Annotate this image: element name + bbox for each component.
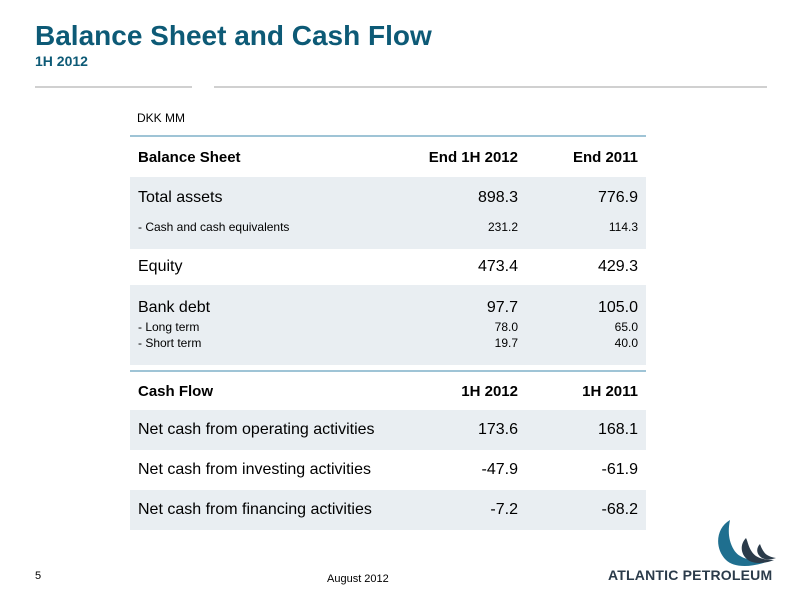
table-top-rule (130, 370, 646, 372)
row-label: Net cash from operating activities (138, 421, 375, 438)
table-row: - Short term 19.7 40.0 (130, 335, 646, 351)
header-col1: 1H 2012 (461, 382, 518, 400)
row-label: Total assets (138, 189, 223, 206)
table-row: - Cash and cash equivalents 231.2 114.3 (130, 213, 646, 241)
table-row: Total assets 898.3 776.9 (130, 177, 646, 213)
footer-date: August 2012 (327, 573, 389, 585)
header-col1: End 1H 2012 (428, 148, 518, 166)
header-col2: End 2011 (572, 148, 638, 166)
table-top-rule (130, 135, 646, 137)
wave-swirl-logo-icon (718, 520, 776, 566)
table-row: Equity 473.4 429.3 (130, 249, 646, 285)
row-label: Bank debt (138, 299, 211, 316)
row-label: - Short term (138, 336, 202, 350)
row-value-col2: 429.3 (597, 258, 638, 275)
table-row: Bank debt 97.7 105.0 (130, 297, 646, 319)
table-row: Net cash from financing activities -7.2 … (130, 490, 646, 530)
header-label: Cash Flow (138, 382, 214, 400)
cash-flow-header-row: Cash Flow 1H 2012 1H 2011 (130, 372, 646, 410)
row-label: - Long term (138, 320, 200, 334)
slide-title: Balance Sheet and Cash Flow (35, 20, 432, 51)
table-row: Net cash from investing activities -47.9… (130, 450, 646, 490)
row-value-col1: 473.4 (477, 258, 518, 275)
row-value-col1: 19.7 (494, 336, 518, 350)
row-value-col2: 65.0 (614, 320, 638, 334)
row-value-col1: 78.0 (494, 320, 518, 334)
row-value-col1: 898.3 (477, 189, 518, 206)
row-value-col2: 40.0 (614, 336, 638, 350)
row-value-col1: 97.7 (486, 299, 518, 316)
cash-flow-table: Cash Flow 1H 2012 1H 2011 Net cash from … (130, 370, 646, 530)
row-label: Net cash from financing activities (138, 501, 372, 518)
header-divider-notch (192, 84, 214, 88)
row-label: - Cash and cash equivalents (138, 220, 290, 234)
slide-subtitle: 1H 2012 (35, 53, 88, 69)
header-divider (35, 86, 767, 88)
row-label: Net cash from investing activities (138, 461, 371, 478)
table-row: Net cash from operating activities 173.6… (130, 410, 646, 450)
row-value-col2: -61.9 (601, 461, 638, 478)
balance-sheet-table: Balance Sheet End 1H 2012 End 2011 Total… (130, 135, 646, 365)
row-value-col1: 173.6 (477, 421, 518, 438)
row-value-col1: 231.2 (487, 220, 518, 234)
page-number: 5 (35, 570, 42, 582)
row-value-col2: 168.1 (597, 421, 638, 438)
row-value-col1: -7.2 (490, 501, 518, 518)
table-row-group-bank-debt: Bank debt 97.7 105.0 - Long term 78.0 65… (130, 285, 646, 365)
company-logo-text: ATLANTIC PETROLEUM (608, 567, 773, 583)
balance-sheet-header-row: Balance Sheet End 1H 2012 End 2011 (130, 137, 646, 177)
row-value-col2: 105.0 (597, 299, 638, 316)
row-value-col1: -47.9 (481, 461, 518, 478)
currency-unit-label: DKK MM (137, 111, 185, 125)
header-label: Balance Sheet (138, 148, 241, 166)
table-row-group-total-assets: Total assets 898.3 776.9 - Cash and cash… (130, 177, 646, 249)
row-value-col2: 114.3 (608, 220, 638, 234)
table-row: - Long term 78.0 65.0 (130, 319, 646, 335)
row-label: Equity (138, 258, 183, 275)
row-value-col2: 776.9 (597, 189, 638, 206)
row-value-col2: -68.2 (601, 501, 638, 518)
header-col2: 1H 2011 (582, 382, 638, 400)
